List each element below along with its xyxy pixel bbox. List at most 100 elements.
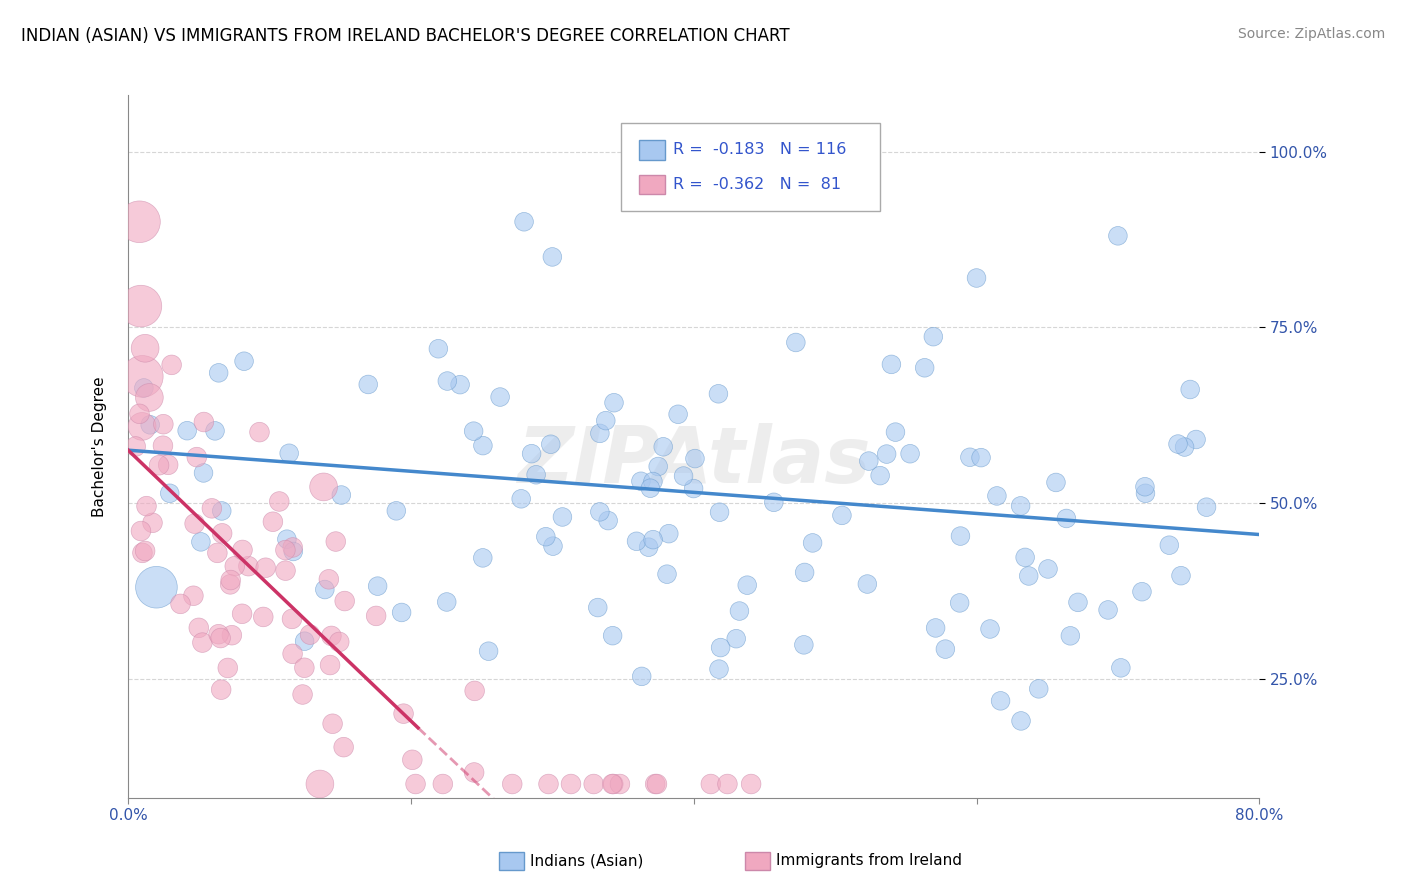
Point xyxy=(641,533,664,547)
Point xyxy=(1130,584,1153,599)
Point xyxy=(262,515,284,529)
Point xyxy=(325,534,347,549)
Point xyxy=(141,516,163,530)
Point xyxy=(602,777,624,791)
Point xyxy=(1059,629,1081,643)
Point xyxy=(1167,437,1189,451)
Point xyxy=(299,627,322,641)
Point xyxy=(131,419,153,434)
Point xyxy=(128,215,150,229)
Point xyxy=(190,534,212,549)
Point xyxy=(595,414,617,428)
Point xyxy=(1054,511,1077,525)
Point xyxy=(131,546,153,560)
Point xyxy=(990,694,1012,708)
Point xyxy=(319,658,342,673)
Point xyxy=(520,447,543,461)
Point xyxy=(187,621,209,635)
Point xyxy=(922,329,945,343)
Point xyxy=(318,572,340,586)
Point xyxy=(128,407,150,421)
Point xyxy=(602,777,624,791)
Point xyxy=(432,777,454,791)
Point xyxy=(138,391,160,405)
Text: Indians (Asian): Indians (Asian) xyxy=(530,854,644,868)
Point xyxy=(1045,475,1067,490)
Point xyxy=(489,390,512,404)
Point xyxy=(949,529,972,543)
Point xyxy=(728,604,751,618)
Point xyxy=(274,564,297,578)
Point xyxy=(793,566,815,580)
Point xyxy=(534,530,557,544)
Point xyxy=(641,475,664,489)
Point xyxy=(254,560,277,574)
Point xyxy=(471,550,494,565)
Point xyxy=(207,546,229,560)
Point xyxy=(159,486,181,500)
Point xyxy=(856,577,879,591)
Point xyxy=(211,526,233,541)
Point xyxy=(609,777,631,791)
Point xyxy=(1135,486,1157,500)
Point xyxy=(281,612,304,626)
Point xyxy=(209,682,232,697)
Point xyxy=(134,544,156,558)
Point xyxy=(204,424,226,438)
Text: R =  -0.183   N = 116: R = -0.183 N = 116 xyxy=(673,142,846,157)
Point xyxy=(831,508,853,523)
Point xyxy=(269,494,291,508)
Point xyxy=(589,426,612,441)
Point xyxy=(401,753,423,767)
Point xyxy=(603,395,626,409)
Point xyxy=(219,577,242,591)
Point xyxy=(1185,433,1208,447)
Point xyxy=(1018,569,1040,583)
Point xyxy=(630,475,652,489)
Point xyxy=(801,536,824,550)
Point xyxy=(281,647,304,661)
Point xyxy=(357,377,380,392)
Point xyxy=(332,740,354,755)
Point xyxy=(658,526,681,541)
Point xyxy=(541,250,564,264)
Point xyxy=(132,381,155,395)
Point xyxy=(221,628,243,642)
Point xyxy=(191,635,214,649)
Point xyxy=(391,606,413,620)
Point xyxy=(463,424,485,438)
Point xyxy=(934,642,956,657)
Point xyxy=(1036,562,1059,576)
Point xyxy=(914,360,936,375)
Point xyxy=(630,669,652,683)
Point xyxy=(949,596,972,610)
Point xyxy=(986,489,1008,503)
Point xyxy=(710,640,733,655)
Text: INDIAN (ASIAN) VS IMMIGRANTS FROM IRELAND BACHELOR'S DEGREE CORRELATION CHART: INDIAN (ASIAN) VS IMMIGRANTS FROM IRELAN… xyxy=(21,27,790,45)
Point xyxy=(700,777,723,791)
Point xyxy=(186,450,208,464)
Point xyxy=(709,505,731,519)
Point xyxy=(858,454,880,468)
Point xyxy=(309,777,332,791)
Point xyxy=(1170,568,1192,582)
Point xyxy=(637,540,659,554)
Point xyxy=(1133,480,1156,494)
Point xyxy=(785,335,807,350)
Point xyxy=(392,706,415,721)
Point xyxy=(869,468,891,483)
Point xyxy=(252,610,274,624)
Point xyxy=(333,594,356,608)
Point xyxy=(281,541,304,555)
Point xyxy=(510,491,533,506)
Point xyxy=(537,777,560,791)
Point xyxy=(201,501,224,516)
Point xyxy=(478,644,501,658)
Point xyxy=(238,559,260,574)
Point xyxy=(145,580,167,594)
Point xyxy=(735,578,758,592)
Point xyxy=(644,777,666,791)
Point xyxy=(1178,383,1201,397)
Point xyxy=(716,777,738,791)
Point xyxy=(385,504,408,518)
